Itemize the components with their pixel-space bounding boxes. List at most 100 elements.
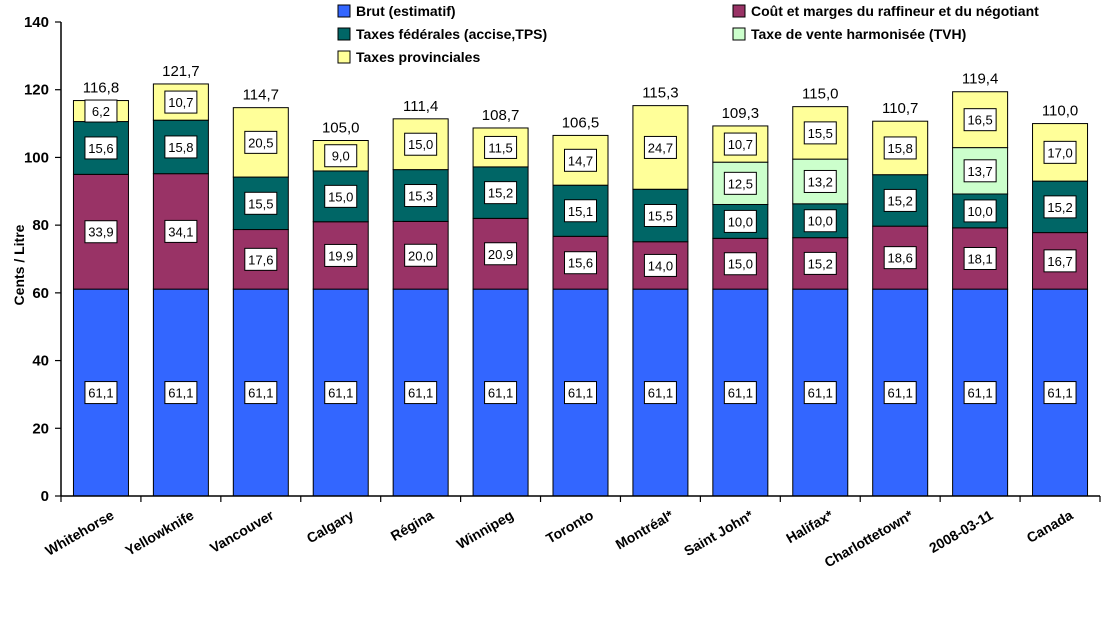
- legend-swatch: [337, 27, 351, 41]
- x-category-label: Charlottetown*: [821, 506, 916, 570]
- total-label: 110,0: [1042, 103, 1078, 120]
- value-label-box: [883, 188, 917, 212]
- value-label-box: [244, 247, 278, 271]
- x-category-label: Whitehorse: [42, 507, 116, 559]
- y-tick-label: 20: [32, 420, 49, 437]
- value-label-box: [723, 171, 757, 195]
- total-label: 115,3: [642, 85, 678, 102]
- total-label: 108,7: [482, 107, 520, 124]
- value-label-box: [564, 199, 597, 223]
- value-label-box: [1043, 381, 1077, 405]
- value-label-box: [1043, 140, 1077, 164]
- x-category-label: Winnipeg: [454, 507, 516, 552]
- value-label-box: [324, 243, 358, 267]
- value-label: 15,6: [88, 141, 113, 156]
- value-label: 9,0: [332, 149, 350, 164]
- legend-label: Taxes fédérales (accise,TPS): [356, 26, 547, 42]
- legend-entry: Coût et marges du raffineur et du négoti…: [732, 3, 1039, 19]
- value-label: 61,1: [808, 386, 833, 401]
- x-category-label: Vancouver: [207, 506, 277, 556]
- x-category-label: 2008-03-11: [926, 507, 996, 556]
- value-label: 15,6: [568, 256, 593, 271]
- value-label: 11,5: [488, 140, 512, 155]
- value-label-box: [564, 381, 597, 405]
- value-label-box: [1043, 195, 1077, 219]
- value-label: 61,1: [888, 386, 913, 401]
- value-label: 14,0: [648, 258, 673, 273]
- value-label-box: [643, 135, 677, 159]
- total-label: 111,4: [403, 98, 438, 115]
- total-label: 115,0: [802, 86, 838, 103]
- value-label: 13,7: [967, 164, 992, 179]
- x-category-label: Halifax*: [783, 506, 836, 546]
- value-label-box: [963, 199, 997, 223]
- value-label: 61,1: [1047, 386, 1072, 401]
- value-label-box: [84, 381, 118, 405]
- bar-stack: 61,1 34,1 15,8 10,7 121,7: [152, 63, 209, 497]
- legend-swatch: [337, 50, 351, 64]
- value-label-box: [484, 181, 518, 205]
- value-label: 15,8: [168, 140, 193, 155]
- y-axis: 0 20 40 60 80 100 120 140: [24, 14, 62, 505]
- value-label: 61,1: [248, 386, 273, 401]
- value-label: 10,7: [168, 95, 193, 110]
- bar-stack: 61,1 14,0 15,5 24,7 115,3: [632, 85, 689, 497]
- x-category-label: Toronto: [543, 507, 596, 547]
- value-label: 61,1: [967, 386, 992, 401]
- value-label: 15,5: [808, 126, 833, 141]
- value-label-box: [883, 381, 917, 405]
- value-label-box: [803, 169, 837, 193]
- value-label: 33,9: [88, 225, 113, 240]
- value-label: 15,0: [728, 257, 753, 272]
- value-label-box: [324, 144, 358, 168]
- value-label-box: [723, 132, 757, 156]
- value-label: 17,6: [248, 252, 273, 267]
- x-category-label: Saint John*: [681, 506, 756, 559]
- value-label-box: [404, 132, 438, 156]
- total-label: 109,3: [722, 105, 760, 122]
- y-tick-label: 60: [32, 285, 49, 302]
- legend-swatch: [732, 27, 746, 41]
- legend-swatch: [732, 4, 746, 18]
- value-label: 34,1: [168, 224, 193, 239]
- bar-stack: 61,1 16,7 15,2 17,0 110,0: [1032, 103, 1089, 497]
- value-label: 6,2: [92, 104, 110, 119]
- value-label-box: [643, 253, 677, 277]
- value-label-box: [164, 135, 198, 159]
- value-label-box: [404, 381, 438, 405]
- value-label: 16,5: [967, 113, 992, 128]
- y-tick-label: 40: [32, 353, 49, 370]
- bar-stack: 61,1 15,6 15,1 14,7 106,5: [552, 114, 609, 497]
- value-label-box: [723, 252, 757, 276]
- value-label: 15,2: [808, 256, 833, 271]
- value-label: 15,0: [328, 189, 353, 204]
- y-axis-label: Cents / Litre: [11, 224, 27, 305]
- value-label-box: [963, 381, 997, 405]
- value-label-box: [324, 381, 358, 405]
- value-label: 15,8: [888, 141, 913, 156]
- value-label: 15,0: [408, 137, 433, 152]
- value-label: 24,7: [648, 140, 673, 155]
- value-label-box: [164, 219, 198, 243]
- value-label-box: [84, 136, 118, 160]
- legend-label: Taxe de vente harmonisée (TVH): [751, 26, 966, 42]
- value-label: 16,7: [1047, 254, 1072, 269]
- value-label-box: [1043, 249, 1077, 273]
- legend-entry: Brut (estimatif): [337, 3, 456, 19]
- legend-label: Coût et marges du raffineur et du négoti…: [751, 3, 1039, 19]
- bar-stack: 61,1 15,2 10,0 13,2 15,5 115,0: [792, 86, 849, 497]
- value-label: 15,2: [488, 186, 513, 201]
- value-label-box: [803, 381, 837, 405]
- y-tick-label: 140: [24, 14, 49, 31]
- total-label: 114,7: [243, 87, 279, 104]
- x-category-label: Canada: [1024, 507, 1076, 546]
- total-label: 121,7: [162, 63, 200, 80]
- value-label-box: [723, 209, 757, 233]
- value-label: 15,3: [408, 189, 433, 204]
- value-label: 12,5: [728, 176, 753, 191]
- value-label-box: [164, 381, 198, 405]
- total-label: 119,4: [962, 71, 998, 88]
- value-label: 19,9: [328, 248, 353, 263]
- y-tick-label: 120: [24, 82, 49, 99]
